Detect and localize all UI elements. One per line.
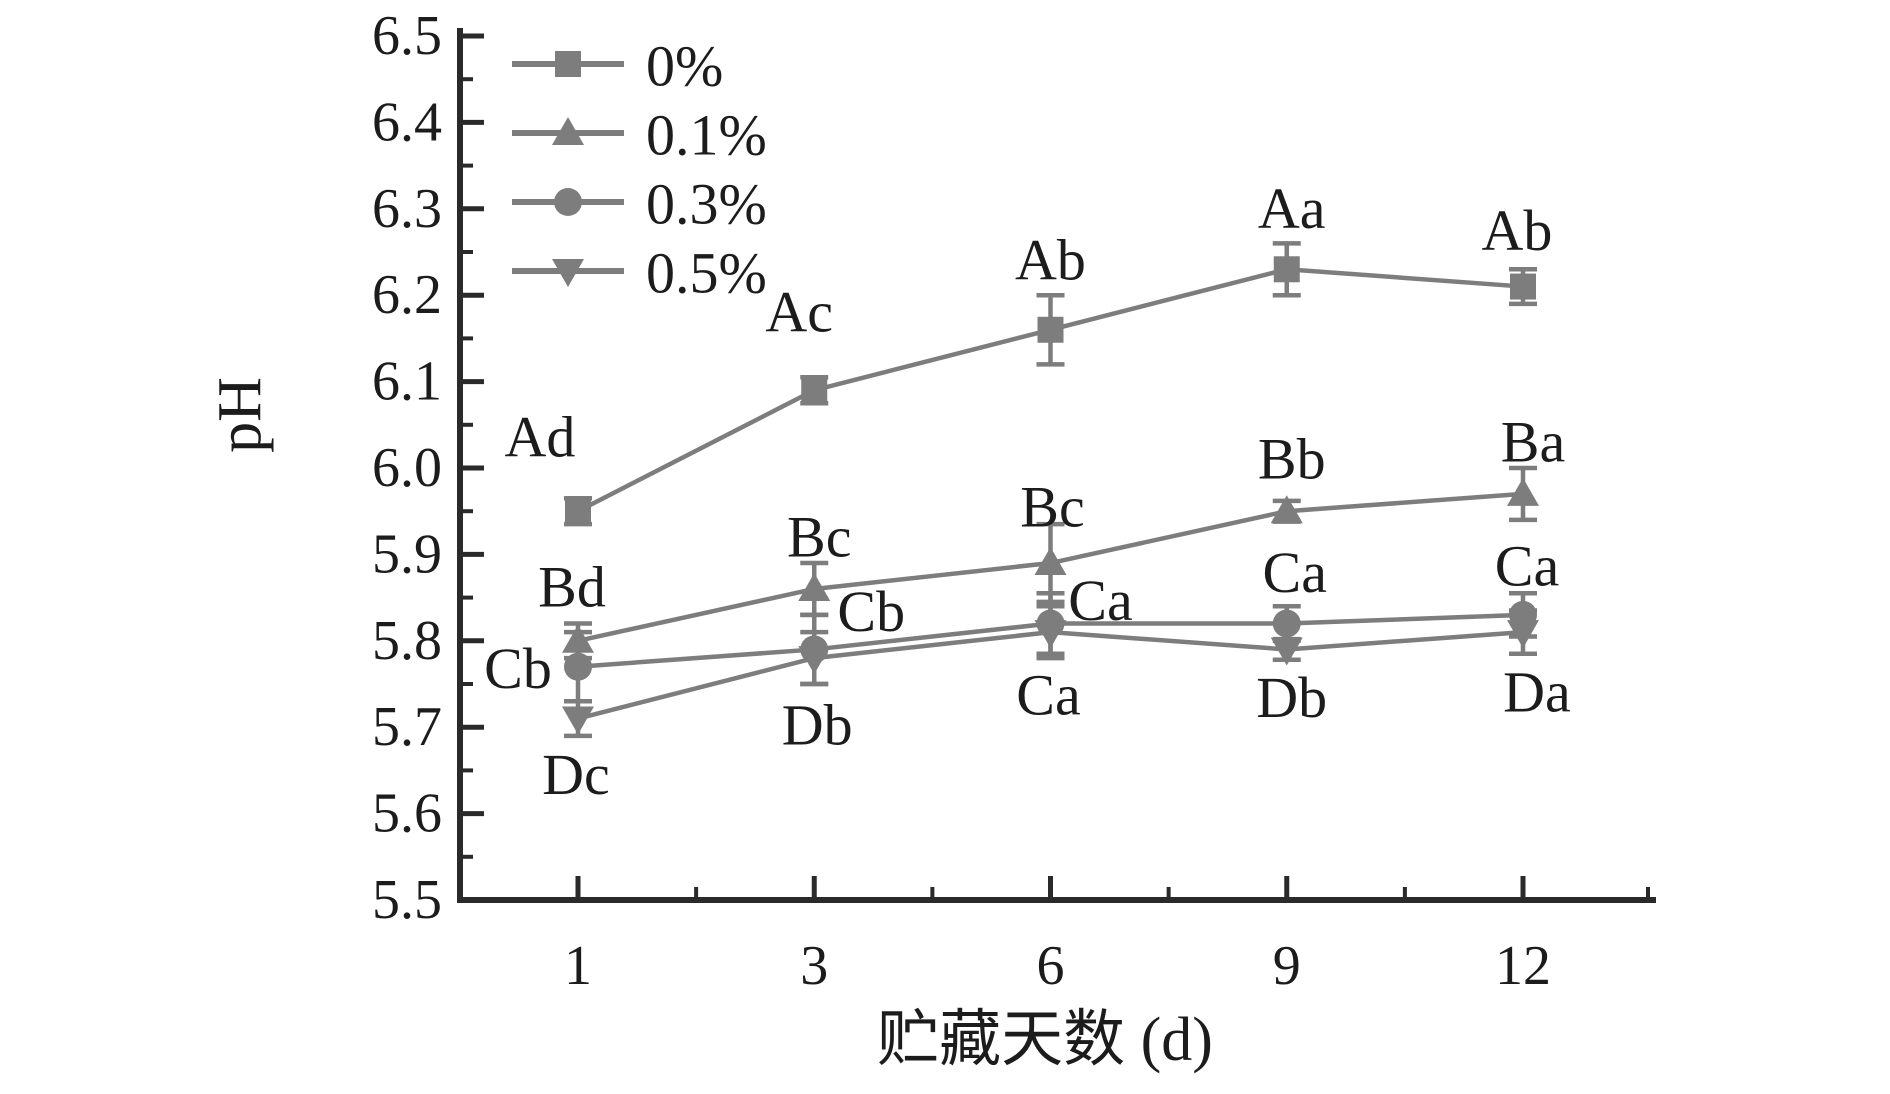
point-significance-label: Ab [1482,198,1553,263]
data-point-marker-triangle-down [552,259,584,287]
series-0pct [564,241,1537,527]
y-tick-label: 5.6 [372,783,442,845]
legend-label: 0.5% [646,241,767,306]
point-significance-label: Ab [1015,227,1086,292]
data-point-marker-triangle-up [552,117,584,145]
y-axis-title: pH [206,377,274,453]
point-significance-label: Ca [1068,568,1132,633]
y-tick-label: 6.5 [372,5,442,67]
point-significance-label: Ac [765,280,833,345]
y-tick-label: 5.8 [372,610,442,672]
data-point-marker-triangle-up [1270,495,1303,524]
y-tick-label: 6.1 [372,351,442,413]
x-tick-label: 9 [1273,935,1301,997]
y-tick-label: 5.9 [372,523,442,585]
data-point-marker-triangle-up [1507,477,1539,506]
point-significance-label: Ca [1263,540,1327,605]
x-tick-label: 1 [564,935,592,997]
x-tick-label: 12 [1495,935,1551,997]
legend-row: 0.3% [512,172,767,237]
data-point-marker-triangle-up [798,572,831,601]
series-0.5pct [562,603,1539,739]
point-significance-label: Db [782,693,853,758]
point-significance-label: Bd [538,554,606,619]
data-point-marker-square [1273,256,1300,283]
y-tick-label: 5.5 [372,869,442,931]
legend-row: 0.5% [512,241,767,306]
data-point-marker-square [555,51,581,77]
x-tick-label: 3 [800,935,828,997]
point-significance-label: Bc [787,504,851,569]
x-axis-title: 贮藏天数 (d) [877,1006,1213,1074]
y-tick-label: 6.4 [372,91,442,153]
legend-label: 0% [646,34,723,99]
y-tick-label: 6.3 [372,178,442,240]
point-significance-label: Ca [1016,663,1080,728]
point-significance-label: Dc [542,742,610,807]
y-tick-label: 6.2 [372,264,442,326]
data-point-marker-triangle-up [1034,547,1067,576]
point-significance-label: Ca [1495,533,1559,598]
point-significance-label: Ba [1501,409,1565,474]
point-significance-label: Ad [505,405,576,470]
point-significance-label: Cb [837,579,905,644]
x-tick-label: 6 [1037,935,1065,997]
point-significance-label: Bb [1258,427,1326,492]
data-point-marker-triangle-down [798,646,831,675]
data-point-marker-square [1037,316,1064,343]
legend-label: 0.3% [646,172,767,237]
data-point-marker-square [801,377,828,404]
annotation-layer: Ad Ac Ab Aa Ab Bd Bc Bc Bb Ba Cb Cb Ca Ca Ca Dc Db Ca Db Da [484,176,1571,807]
point-significance-label: Da [1503,660,1571,725]
legend-row: 0% [512,34,723,99]
data-point-marker-square [565,498,591,525]
data-point-marker-circle [554,188,582,216]
data-point-marker-triangle-down [562,706,594,735]
y-tick-label: 5.7 [372,696,442,758]
data-point-marker-triangle-down [1034,620,1067,649]
point-significance-label: Bc [1020,475,1084,540]
data-point-marker-triangle-down [1507,620,1539,649]
legend-row: 0.1% [512,103,767,168]
legend: 0%0.1%0.3%0.5% [512,34,767,306]
data-point-marker-circle [1272,609,1301,638]
data-point-marker-square [1510,273,1536,300]
point-significance-label: Db [1256,665,1327,730]
data-point-marker-circle [564,652,592,681]
point-significance-label: Aa [1258,176,1326,241]
axes: 6.5 6.4 6.3 6.2 6.1 6.0 5.9 5.8 5.7 5.6 5.5 1 3 6 9 12 [372,5,1656,997]
legend-label: 0.1% [646,103,767,168]
series-layer [562,241,1539,739]
point-significance-label: Cb [484,636,552,701]
y-tick-label: 6.0 [372,437,442,499]
data-point-marker-triangle-down [1270,637,1303,666]
